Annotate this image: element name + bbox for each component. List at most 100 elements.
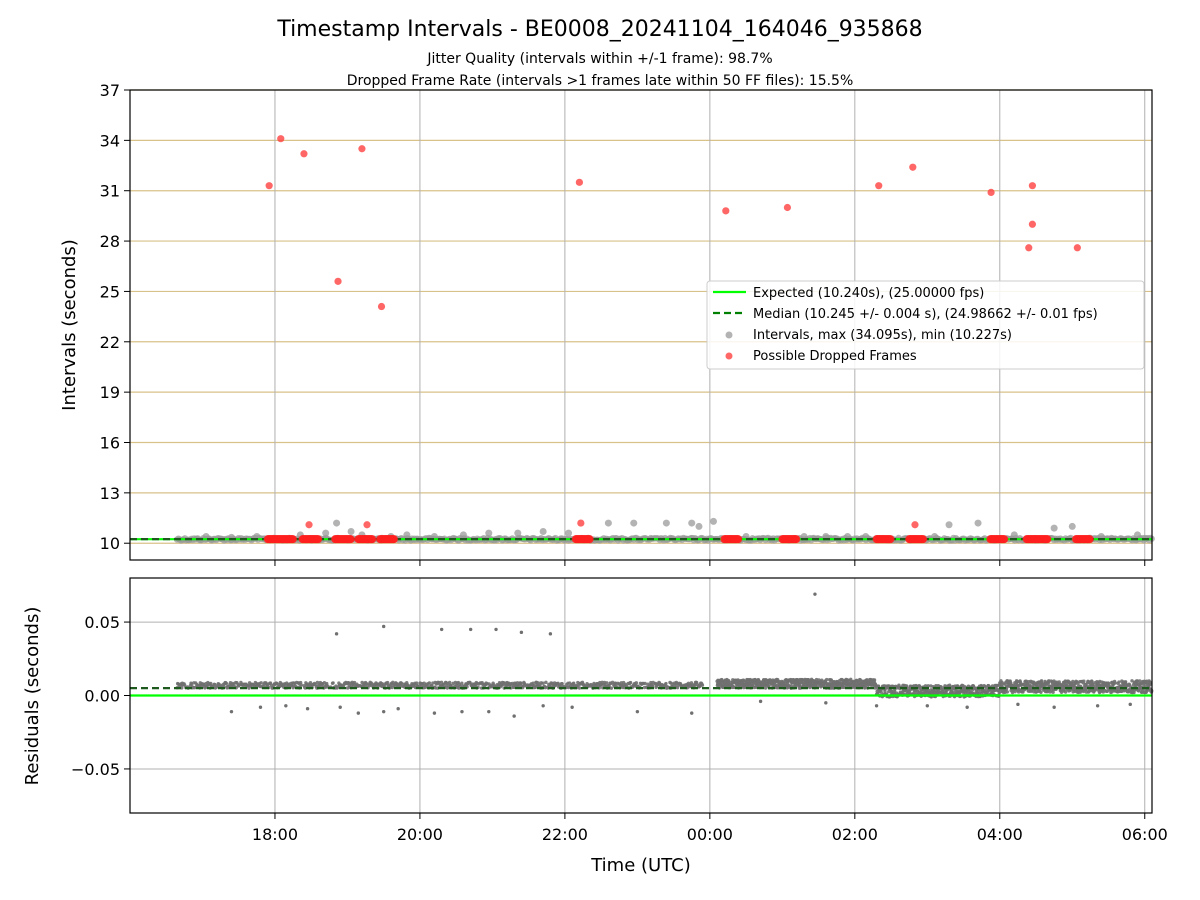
interval-point (565, 529, 573, 537)
dropped-frame-point (577, 519, 585, 527)
dropped-frame-point (300, 150, 308, 158)
interval-point (347, 527, 355, 535)
residual-point (385, 680, 390, 685)
interval-point (974, 519, 982, 527)
residual-point (650, 684, 655, 688)
interval-point (1134, 531, 1142, 539)
intervals-y-tick-label: 13 (100, 484, 120, 503)
residuals-y-tick-label: −0.05 (71, 760, 120, 779)
dropped-frame-point (346, 535, 355, 544)
residual-point (872, 678, 877, 682)
residual-point (356, 711, 361, 715)
residual-point (570, 705, 574, 709)
residual-point (315, 680, 320, 685)
interval-point (662, 519, 670, 527)
residual-point (259, 681, 263, 685)
intervals-y-tick-label: 34 (100, 131, 120, 150)
residual-point (439, 627, 444, 632)
residual-point (512, 714, 516, 718)
dropped-frame-point (314, 535, 323, 544)
dropped-frame-point (288, 535, 297, 544)
x-tick-label: 22:00 (542, 825, 588, 844)
residual-point (460, 681, 464, 685)
residual-point (1090, 679, 1094, 684)
residual-point (897, 683, 901, 687)
dropped-frame-point (911, 521, 919, 529)
residual-point (541, 704, 545, 708)
interval-point (333, 519, 341, 527)
residual-point (879, 690, 883, 694)
chart-subtitle-dropped: Dropped Frame Rate (intervals >1 frames … (347, 73, 854, 89)
residuals-y-tick-label: 0.00 (84, 687, 120, 706)
residual-point (643, 681, 647, 686)
interval-point (514, 529, 522, 537)
residual-point (1117, 680, 1121, 684)
residual-point (874, 704, 879, 708)
dropped-frame-point (886, 535, 895, 544)
residual-point (1113, 681, 1117, 685)
residual-point (925, 704, 930, 708)
residual-point (1052, 705, 1056, 709)
residuals-y-tick-label: 0.05 (84, 613, 120, 632)
residual-point (381, 709, 386, 714)
dropped-frame-point (1025, 244, 1033, 252)
residual-point (381, 624, 386, 629)
residual-point (824, 677, 829, 682)
x-tick-label: 18:00 (252, 825, 298, 844)
residual-point (758, 699, 763, 704)
interval-point (322, 529, 330, 537)
residual-point (628, 680, 633, 685)
residual-point (213, 682, 217, 687)
residual-point (926, 684, 930, 688)
residual-point (560, 682, 564, 686)
residuals-x-ticks: 18:00 20:00 22:00 00:00 02:00 04:00 06:00 (252, 813, 1168, 844)
intervals-x-ticks (274, 560, 1146, 566)
interval-point (539, 527, 547, 535)
residual-point (635, 709, 640, 714)
residual-point (634, 681, 639, 685)
residual-point (224, 681, 229, 686)
intervals-y-tick-label: 10 (100, 534, 120, 553)
residual-point (865, 678, 869, 682)
x-tick-label: 04:00 (977, 825, 1023, 844)
residual-point (517, 684, 521, 688)
residual-point (396, 707, 400, 711)
residual-points-layer (175, 592, 1154, 718)
residual-point (572, 681, 576, 685)
residual-point (943, 684, 947, 688)
residual-point (308, 681, 313, 685)
residual-point (258, 705, 263, 709)
residual-point (432, 711, 437, 715)
legend: Expected (10.240s), (25.00000 fps) Media… (706, 280, 1145, 370)
intervals-y-axis-label: Intervals (seconds) (59, 239, 80, 411)
residual-point (541, 681, 545, 685)
interval-point (695, 522, 703, 530)
residual-point (577, 686, 582, 690)
interval-point (459, 531, 467, 539)
residual-point (229, 709, 234, 714)
residual-point (458, 684, 462, 688)
legend-box (706, 280, 1145, 370)
residual-point (299, 683, 303, 687)
interval-point (688, 519, 696, 527)
intervals-y-tick-label: 37 (100, 81, 120, 100)
residuals-panel: 0.05 0.00 −0.05 18:00 20:00 22:00 00:00 02:00 0… (22, 577, 1168, 876)
residual-point (741, 678, 746, 682)
residual-point (334, 632, 339, 636)
interval-point (485, 529, 493, 537)
dropped-frame-point (792, 535, 801, 544)
residuals-y-ticks: 0.05 0.00 −0.05 (71, 613, 130, 779)
intervals-panel: 10 13 16 19 22 25 28 31 34 37 Intervals (seconds)… (59, 81, 1155, 566)
interval-point (1050, 524, 1058, 532)
intervals-y-tick-label: 22 (100, 333, 120, 352)
residual-point (990, 684, 995, 688)
residual-point (1051, 690, 1055, 694)
interval-point (403, 531, 411, 539)
residual-point (399, 681, 404, 686)
residual-point (519, 681, 523, 686)
intervals-y-tick-label: 25 (100, 282, 120, 301)
dropped-frame-point (1028, 220, 1037, 228)
dropped-frame-point (1000, 535, 1009, 544)
residuals-reference-lines (130, 687, 1152, 697)
